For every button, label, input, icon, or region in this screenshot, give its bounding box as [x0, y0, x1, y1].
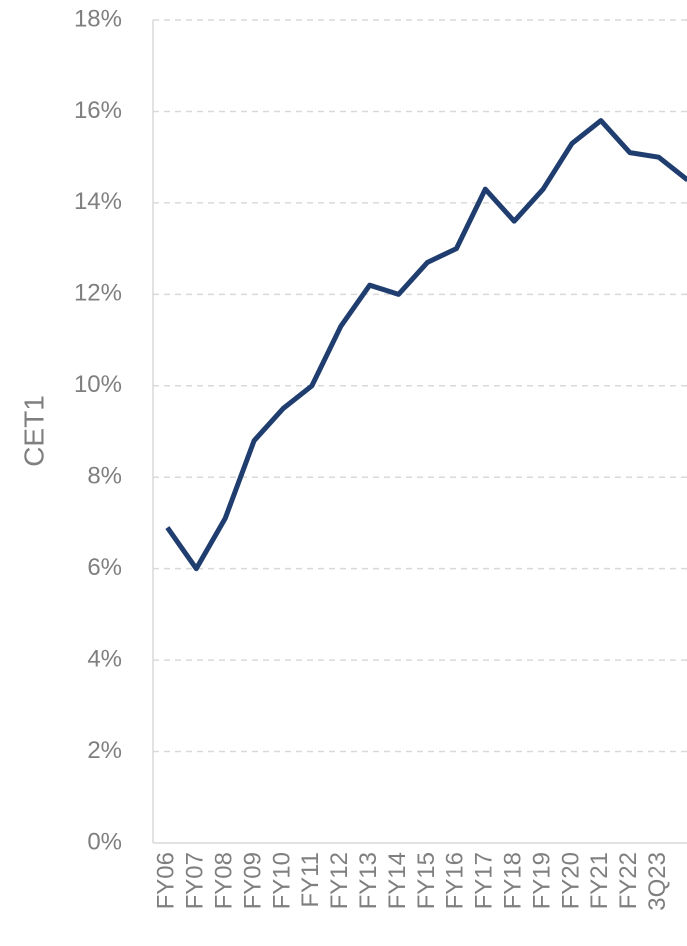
x-tick-label: 3Q23 — [644, 852, 671, 911]
y-tick-label: 14% — [74, 188, 122, 215]
x-tick-label: FY19 — [528, 852, 555, 909]
y-tick-label: 4% — [87, 645, 122, 672]
x-tick-label: FY12 — [326, 852, 353, 909]
y-axis-label: CET1 — [18, 395, 49, 467]
x-tick-label: FY14 — [384, 852, 411, 909]
x-tick-label: FY10 — [268, 852, 295, 909]
y-tick-label: 6% — [87, 554, 122, 581]
y-tick-label: 10% — [74, 371, 122, 398]
x-tick-label: FY18 — [500, 852, 527, 909]
y-tick-label: 16% — [74, 97, 122, 124]
x-tick-label: FY16 — [442, 852, 469, 909]
x-tick-label: FY20 — [557, 852, 584, 909]
x-tick-label: FY13 — [355, 852, 382, 909]
x-tick-label: FY22 — [615, 852, 642, 909]
series-line — [165, 118, 687, 572]
y-tick-label: 2% — [87, 737, 122, 764]
y-tick-label: 0% — [87, 828, 122, 855]
x-tick-label: FY06 — [153, 852, 180, 909]
x-tick-label: FY09 — [239, 852, 266, 909]
x-tick-label: FY07 — [182, 852, 209, 909]
y-tick-label: 12% — [74, 280, 122, 307]
x-tick-label: FY21 — [586, 852, 613, 909]
y-tick-label: 8% — [87, 463, 122, 490]
y-tick-label: 18% — [74, 5, 122, 32]
x-tick-label: FY15 — [413, 852, 440, 909]
x-tick-label: FY11 — [297, 852, 324, 908]
x-tick-label: FY17 — [471, 852, 498, 909]
x-tick-label: FY08 — [211, 852, 238, 909]
